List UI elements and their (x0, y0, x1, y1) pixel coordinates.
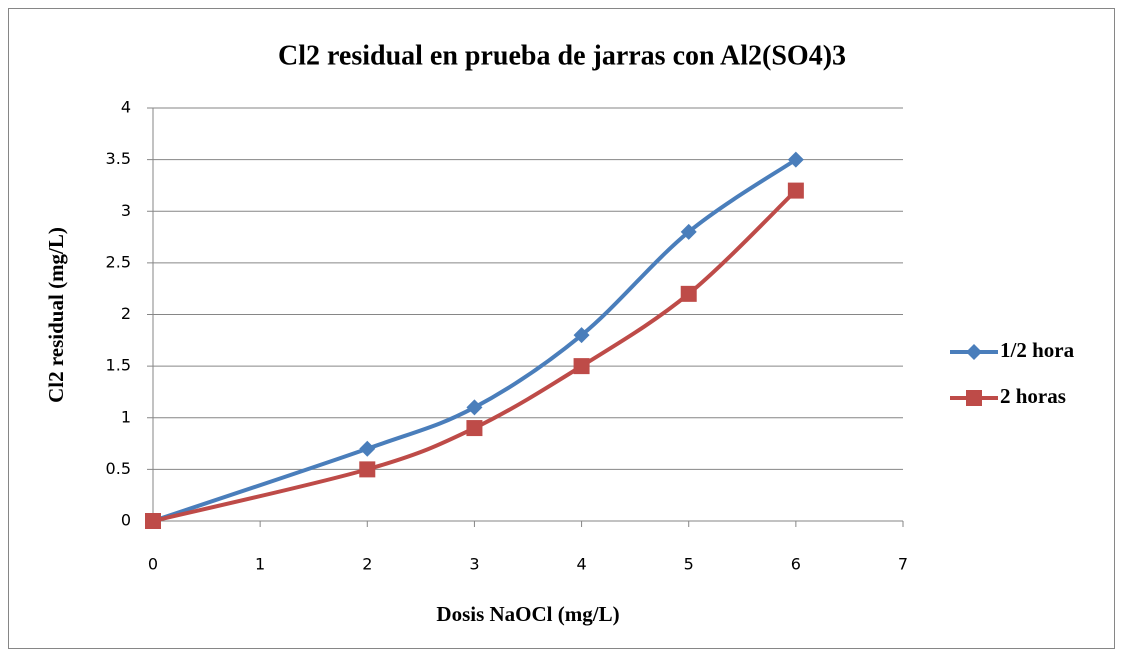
legend-label: 2 horas (1000, 384, 1066, 408)
legend-marker (966, 390, 982, 406)
marker (466, 420, 483, 437)
x-tick-label: 0 (148, 555, 158, 574)
chart-frame (8, 8, 1115, 649)
marker (680, 223, 697, 240)
marker (359, 461, 376, 478)
y-tick-label: 1 (121, 407, 131, 426)
x-tick-label: 3 (469, 555, 479, 574)
marker (787, 151, 804, 168)
x-tick-label: 4 (576, 555, 586, 574)
x-tick-label: 2 (362, 555, 372, 574)
x-tick-label: 5 (684, 555, 694, 574)
marker (680, 285, 697, 302)
y-tick-label: 0 (121, 511, 131, 530)
y-tick-label: 0.5 (106, 459, 131, 478)
series-line (152, 157, 797, 523)
marker (573, 327, 590, 344)
legend-label: 1/2 hora (1000, 338, 1075, 362)
y-tick-label: 2 (121, 304, 131, 323)
series-line (152, 189, 798, 523)
x-tick-label: 1 (255, 555, 265, 574)
legend-marker (966, 344, 982, 360)
y-axis-title: Cl2 residual (mg/L) (44, 227, 68, 403)
chart-title: Cl2 residual en prueba de jarras con Al2… (278, 40, 846, 71)
marker (466, 399, 483, 416)
x-axis-title: Dosis NaOCl (mg/L) (436, 602, 619, 626)
y-tick-label: 1.5 (106, 356, 131, 375)
marker (145, 513, 161, 529)
marker (573, 358, 590, 375)
y-tick-label: 3 (121, 201, 131, 220)
y-tick-label: 2.5 (106, 252, 131, 271)
x-tick-label: 6 (791, 555, 801, 574)
y-tick-label: 3.5 (106, 149, 131, 168)
y-tick-label: 4 (121, 98, 131, 117)
marker (787, 182, 804, 199)
x-tick-label: 7 (898, 555, 908, 574)
marker (359, 440, 376, 457)
